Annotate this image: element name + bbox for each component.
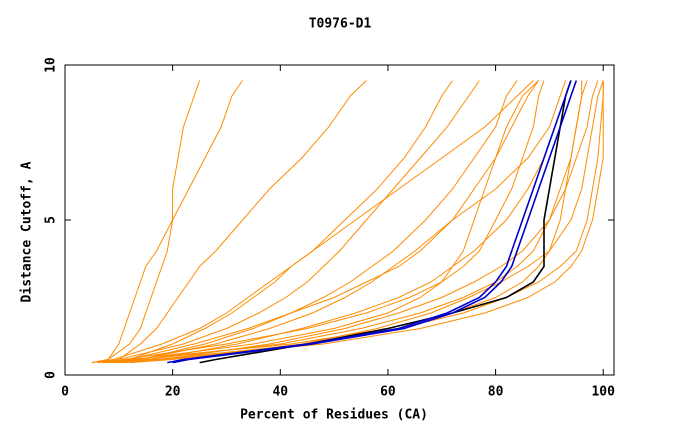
gdt-curve — [113, 80, 567, 364]
y-tick-label: 0 — [44, 371, 59, 379]
gdt-curve — [108, 80, 540, 364]
gdt-curve — [91, 80, 201, 364]
gdt-curve — [102, 80, 539, 364]
gdt-curve — [167, 80, 572, 364]
x-axis-label: Percent of Residues (CA) — [240, 408, 428, 423]
gdt-curve — [97, 80, 480, 364]
gdt-curve — [91, 80, 244, 364]
x-tick-label: 20 — [165, 385, 181, 400]
x-tick-label: 80 — [488, 385, 504, 400]
x-tick-label: 40 — [272, 385, 288, 400]
chart-title: T0976-D1 — [309, 17, 372, 32]
gdt-curve — [97, 80, 367, 364]
gdt-curve — [102, 80, 583, 364]
x-tick-label: 60 — [380, 385, 396, 400]
x-tick-label: 0 — [61, 385, 69, 400]
y-tick-label: 5 — [44, 216, 59, 224]
gdt-curve — [124, 80, 604, 364]
gdt-curve — [118, 80, 599, 364]
x-tick-label: 100 — [591, 385, 615, 400]
gdt-curve — [129, 80, 604, 364]
gdt-curve — [97, 80, 545, 364]
gdt-curve — [172, 80, 578, 364]
y-tick-label: 10 — [44, 57, 59, 73]
gdt-curve — [108, 80, 518, 364]
gdt-curve — [91, 80, 534, 364]
y-axis-label: Distance Cutoff, A — [20, 161, 35, 302]
